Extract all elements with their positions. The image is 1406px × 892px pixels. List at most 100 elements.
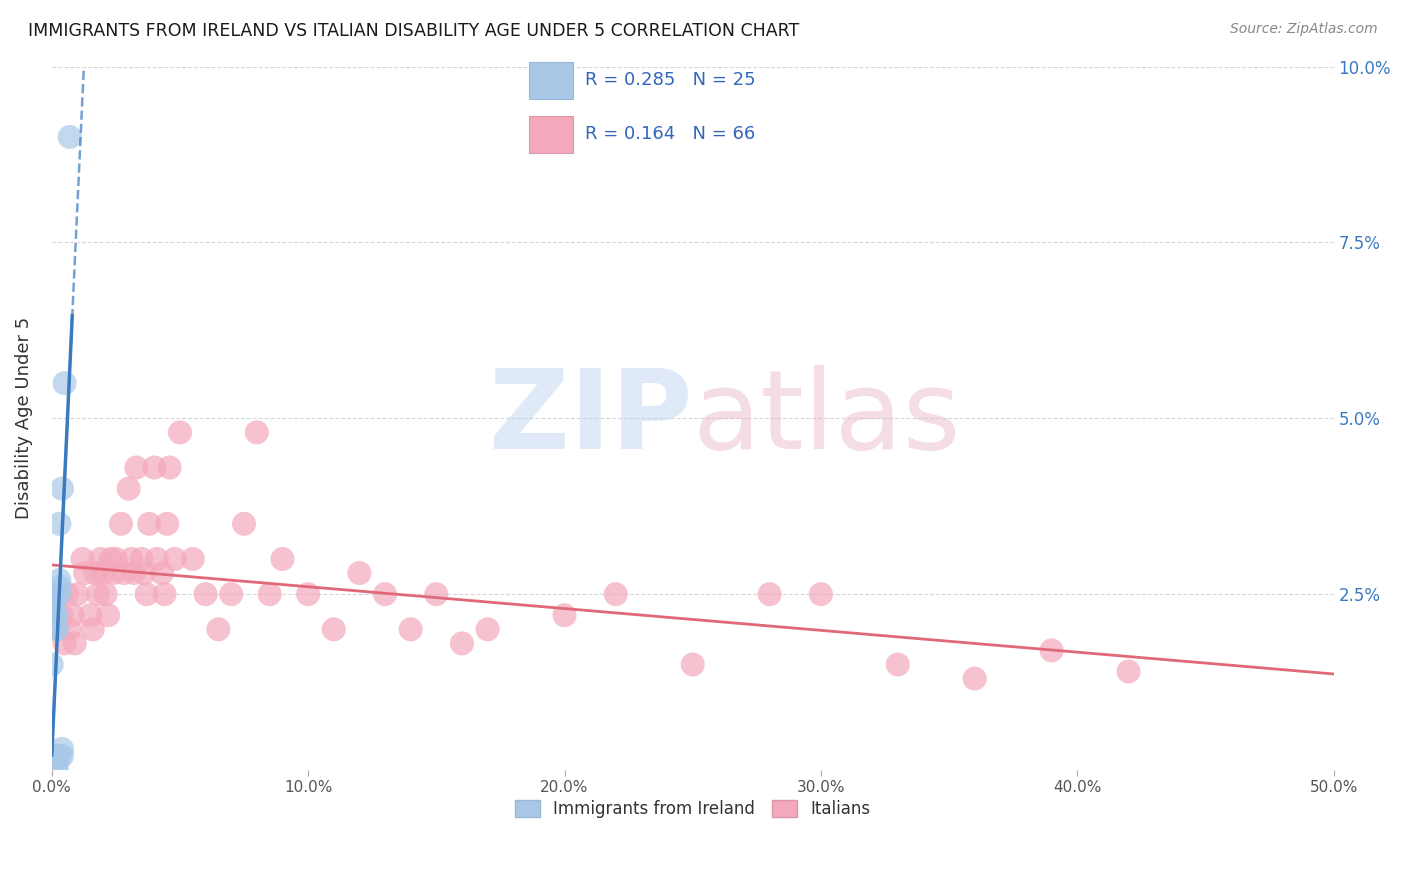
Point — [53, 636, 76, 650]
Point — [97, 608, 120, 623]
Point — [60, 608, 83, 623]
Point — [44, 587, 66, 601]
Point — [138, 516, 160, 531]
Point — [59, 130, 82, 145]
Point — [553, 608, 575, 623]
Point — [48, 580, 70, 594]
Point — [51, 742, 73, 756]
Point — [887, 657, 910, 672]
Point — [120, 552, 142, 566]
Point — [84, 566, 107, 580]
Point — [159, 460, 181, 475]
Point — [132, 566, 155, 580]
Point — [374, 587, 396, 601]
Point — [1040, 643, 1063, 657]
Point — [103, 566, 125, 580]
Point — [53, 376, 76, 391]
Point — [79, 608, 101, 623]
Point — [44, 623, 66, 637]
Point — [194, 587, 217, 601]
Point — [48, 587, 70, 601]
Point — [63, 636, 86, 650]
Point — [207, 623, 229, 637]
Point — [45, 623, 67, 637]
Point — [45, 756, 67, 770]
Point — [758, 587, 780, 601]
Point — [104, 552, 127, 566]
Point — [94, 587, 117, 601]
Point — [322, 623, 344, 637]
Point — [45, 623, 67, 637]
Bar — [530, 62, 572, 99]
Point — [45, 748, 67, 763]
Point — [41, 657, 63, 672]
Point — [44, 608, 66, 623]
Point — [66, 587, 89, 601]
Point — [87, 587, 110, 601]
Point — [45, 748, 67, 763]
Point — [89, 552, 111, 566]
Point — [41, 748, 63, 763]
Point — [100, 552, 122, 566]
Point — [219, 587, 242, 601]
Point — [44, 608, 66, 623]
Bar — [530, 116, 572, 153]
Point — [110, 516, 132, 531]
Point — [181, 552, 204, 566]
Point — [41, 756, 63, 770]
Point — [51, 482, 73, 496]
Point — [135, 587, 157, 601]
Point — [477, 623, 499, 637]
Point — [91, 566, 114, 580]
Text: R = 0.164   N = 66: R = 0.164 N = 66 — [585, 125, 755, 143]
Point — [122, 566, 145, 580]
Point — [48, 573, 70, 587]
Point — [963, 672, 986, 686]
Point — [48, 516, 70, 531]
Point — [425, 587, 447, 601]
Point — [72, 552, 94, 566]
Point — [169, 425, 191, 440]
Point — [399, 623, 422, 637]
Point — [259, 587, 281, 601]
Point — [156, 516, 179, 531]
Point — [810, 587, 832, 601]
Point — [143, 460, 166, 475]
Point — [56, 587, 79, 601]
Text: ZIP: ZIP — [489, 365, 693, 472]
Point — [75, 566, 97, 580]
Point — [112, 566, 135, 580]
Point — [233, 516, 256, 531]
Point — [125, 460, 148, 475]
Point — [48, 748, 70, 763]
Point — [349, 566, 371, 580]
Point — [1118, 665, 1140, 679]
Point — [51, 608, 73, 623]
Point — [605, 587, 627, 601]
Point — [246, 425, 269, 440]
Point — [150, 566, 173, 580]
Text: atlas: atlas — [693, 365, 962, 472]
Point — [153, 587, 176, 601]
Point — [45, 587, 67, 601]
Point — [297, 587, 319, 601]
Point — [44, 601, 66, 615]
Point — [451, 636, 474, 650]
Point — [59, 623, 82, 637]
Point — [271, 552, 294, 566]
Point — [163, 552, 186, 566]
Text: R = 0.285   N = 25: R = 0.285 N = 25 — [585, 71, 756, 89]
Text: Source: ZipAtlas.com: Source: ZipAtlas.com — [1230, 22, 1378, 37]
Point — [44, 615, 66, 630]
Point — [82, 623, 104, 637]
Text: IMMIGRANTS FROM IRELAND VS ITALIAN DISABILITY AGE UNDER 5 CORRELATION CHART: IMMIGRANTS FROM IRELAND VS ITALIAN DISAB… — [28, 22, 800, 40]
Point — [45, 763, 67, 777]
Point — [131, 552, 153, 566]
Point — [118, 482, 141, 496]
Point — [45, 608, 67, 623]
Point — [682, 657, 704, 672]
Point — [146, 552, 169, 566]
Point — [48, 587, 70, 601]
Point — [51, 748, 73, 763]
Legend: Immigrants from Ireland, Italians: Immigrants from Ireland, Italians — [509, 794, 877, 825]
